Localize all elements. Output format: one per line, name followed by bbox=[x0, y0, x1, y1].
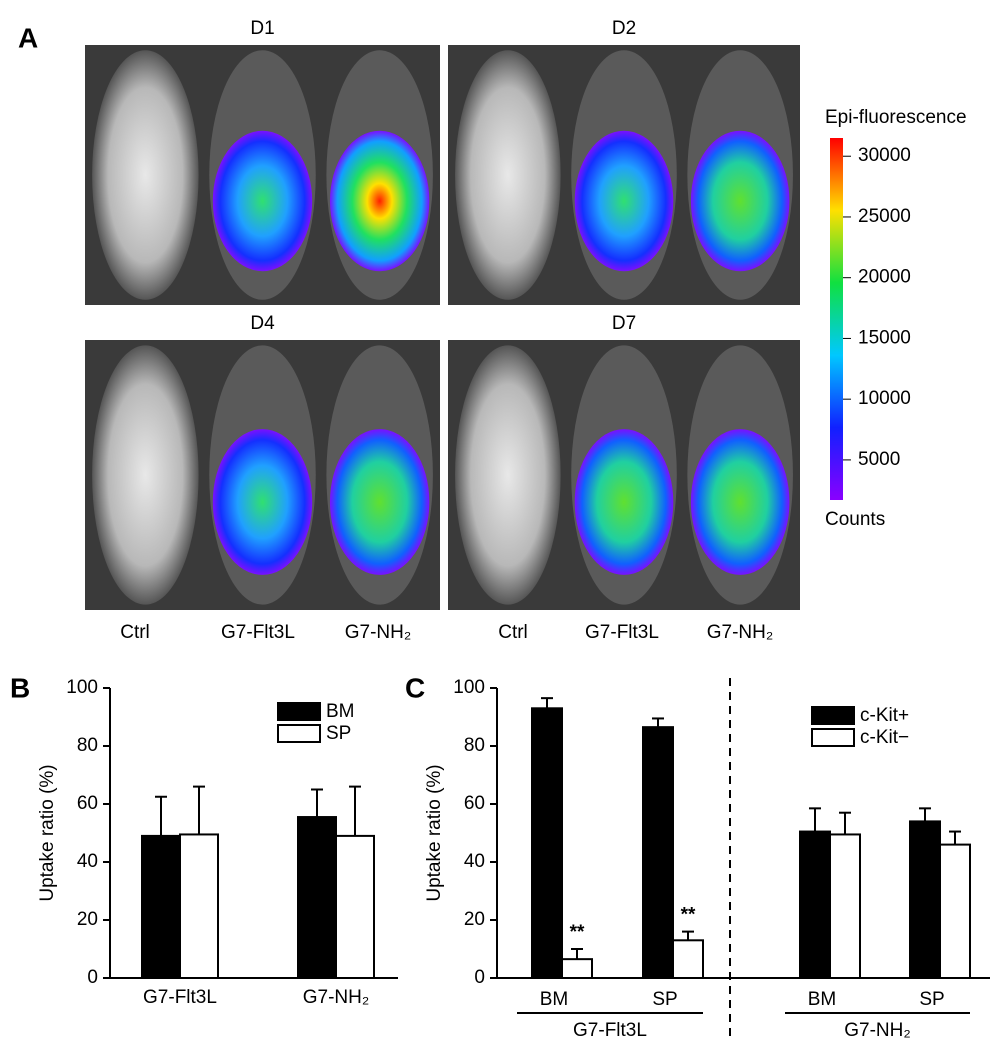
legend-swatch bbox=[277, 702, 321, 721]
annotation: ** bbox=[681, 905, 696, 926]
colorbar-tick-label: 30000 bbox=[858, 145, 911, 166]
mouse-body bbox=[92, 345, 199, 605]
panel-title: D1 bbox=[250, 18, 274, 39]
colorbar-title: Epi-fluorescence bbox=[825, 107, 967, 128]
x-tick-label: BM bbox=[540, 989, 569, 1010]
y-tick-label: 80 bbox=[77, 735, 98, 756]
bar bbox=[561, 958, 593, 980]
x-tick-label: G7-NH₂ bbox=[303, 987, 370, 1008]
bar bbox=[141, 834, 181, 980]
mouse-body bbox=[455, 50, 561, 300]
panel-letter: C bbox=[405, 672, 425, 703]
y-axis-label: Uptake ratio (%) bbox=[37, 764, 58, 901]
panel-title: D2 bbox=[612, 18, 636, 39]
bar bbox=[799, 830, 831, 979]
legend-label: c-Kit+ bbox=[860, 705, 909, 726]
y-tick-label: 40 bbox=[464, 851, 485, 872]
y-tick-label: 20 bbox=[77, 909, 98, 930]
x-tick-label: G7-Flt3L bbox=[143, 987, 217, 1008]
colorbar-tick-label: 5000 bbox=[858, 449, 900, 470]
fluorescence bbox=[329, 429, 430, 575]
bar bbox=[531, 707, 563, 979]
y-tick-label: 0 bbox=[474, 967, 485, 988]
y-axis-label: Uptake ratio (%) bbox=[424, 764, 445, 901]
legend-swatch bbox=[277, 724, 321, 743]
bar bbox=[179, 833, 219, 980]
mouse-body bbox=[92, 50, 199, 300]
fluorescence bbox=[212, 130, 313, 272]
colorbar-tick-label: 10000 bbox=[858, 388, 911, 409]
y-tick-label: 20 bbox=[464, 909, 485, 930]
x-tick-label: SP bbox=[919, 989, 944, 1010]
x-tick-label: SP bbox=[652, 989, 677, 1010]
panel-letter: B bbox=[10, 672, 30, 703]
bar bbox=[642, 726, 674, 980]
fluorescence bbox=[574, 429, 674, 575]
x-label: Ctrl bbox=[120, 622, 150, 643]
y-tick-label: 60 bbox=[464, 793, 485, 814]
colorbar bbox=[830, 138, 843, 500]
x-tick-label: BM bbox=[808, 989, 837, 1010]
group-label: G7-NH₂ bbox=[844, 1020, 911, 1041]
legend-swatch bbox=[811, 706, 855, 725]
annotation: ** bbox=[570, 922, 585, 943]
bar bbox=[939, 843, 971, 979]
fluorescence bbox=[574, 130, 674, 272]
y-tick-label: 80 bbox=[464, 735, 485, 756]
mouse-body bbox=[455, 345, 561, 605]
fluorescence bbox=[690, 130, 790, 272]
bar bbox=[909, 820, 941, 980]
bar bbox=[335, 834, 375, 980]
legend-swatch bbox=[811, 728, 855, 747]
x-label: G7-Flt3L bbox=[585, 622, 659, 643]
group-label: G7-Flt3L bbox=[573, 1020, 647, 1041]
y-tick-label: 100 bbox=[453, 677, 485, 698]
y-tick-label: 100 bbox=[66, 677, 98, 698]
panel-title: D4 bbox=[250, 313, 275, 334]
colorbar-tick-label: 15000 bbox=[858, 327, 911, 348]
y-tick-label: 0 bbox=[87, 967, 98, 988]
panel-letter: A bbox=[18, 22, 38, 53]
panel-title: D7 bbox=[612, 313, 636, 334]
bar bbox=[672, 939, 704, 979]
fluorescence bbox=[212, 429, 313, 575]
colorbar-tick-label: 20000 bbox=[858, 267, 911, 288]
legend-label: c-Kit− bbox=[860, 727, 909, 748]
legend-label: SP bbox=[326, 723, 351, 744]
legend-label: BM bbox=[326, 701, 355, 722]
colorbar-unit: Counts bbox=[825, 509, 885, 530]
fluorescence bbox=[329, 130, 430, 272]
y-tick-label: 40 bbox=[77, 851, 98, 872]
x-label: Ctrl bbox=[498, 622, 528, 643]
colorbar-tick-label: 25000 bbox=[858, 206, 911, 227]
y-tick-label: 60 bbox=[77, 793, 98, 814]
bar bbox=[297, 816, 337, 979]
x-label: G7-NH₂ bbox=[707, 622, 774, 643]
bar bbox=[829, 833, 861, 980]
x-label: G7-NH₂ bbox=[345, 622, 412, 643]
fluorescence bbox=[690, 429, 790, 575]
x-label: G7-Flt3L bbox=[221, 622, 295, 643]
